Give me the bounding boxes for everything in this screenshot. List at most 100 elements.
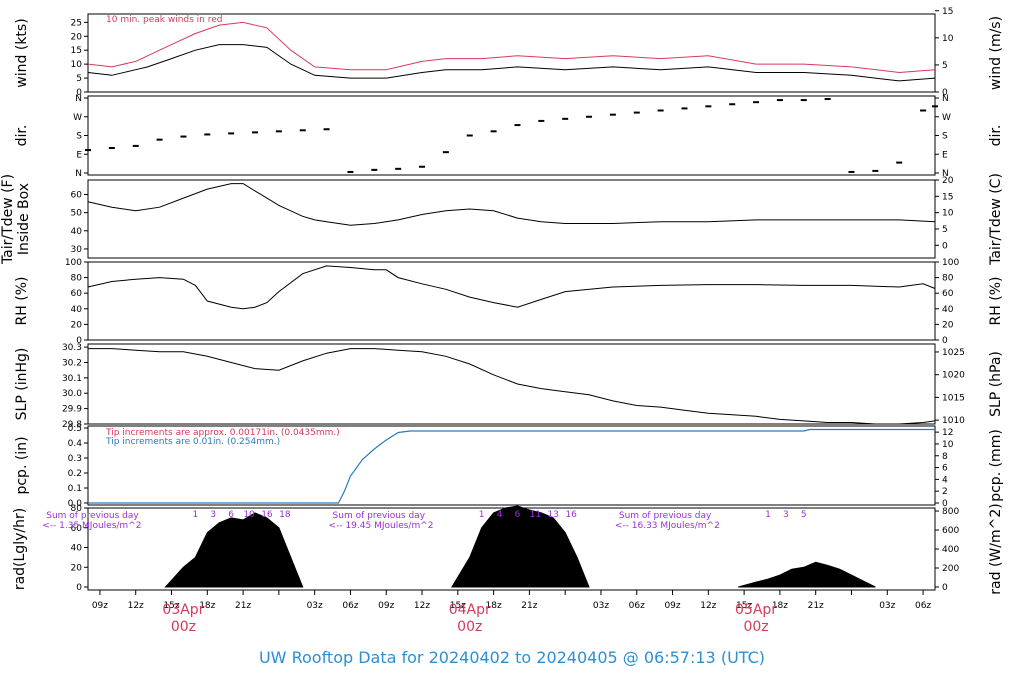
wind-left-tick-label: 20 (71, 32, 83, 42)
dir-point (108, 147, 115, 149)
rad-hour-mark: 16 (261, 510, 273, 520)
rad-hour-mark: 1 (765, 510, 771, 520)
x-day-label: 03Apr (162, 602, 204, 618)
x-tick-label: 18z (199, 601, 215, 611)
x-tick-label: 12z (128, 601, 144, 611)
dir-point (776, 99, 783, 102)
x-tick-label: 06z (915, 601, 931, 611)
rh-left-tick-label: 60 (71, 289, 83, 299)
slp-series (88, 348, 936, 425)
x-day-hour: 00z (743, 619, 768, 635)
dir-point (848, 170, 855, 173)
dir-point (466, 134, 473, 137)
pcp-left-tick-label: 0.1 (68, 484, 82, 494)
temp-right-tick-label: 0 (942, 241, 948, 251)
footer-title: UW Rooftop Data for 20240402 to 20240405… (258, 648, 766, 667)
x-day-hour: 00z (171, 619, 196, 635)
slp-left-tick-label: 30.0 (62, 389, 82, 399)
dir-point (323, 128, 330, 131)
x-tick-label: 06z (629, 601, 645, 611)
rh-panel-frame (87, 261, 936, 341)
wind-ylabel-right: wind (m/s) (988, 16, 1004, 90)
rad-hour-mark: 4 (497, 510, 503, 520)
rh-left-tick-label: 40 (71, 305, 83, 315)
dir-point (395, 167, 402, 170)
rad-right-tick-label: 400 (942, 545, 959, 555)
dir-point (824, 98, 831, 101)
dir-point (872, 169, 879, 172)
dir-point (800, 99, 807, 102)
wind-annotation: 10 min. peak winds in red (106, 15, 223, 25)
rad-hour-mark: 3 (210, 510, 216, 520)
wind-peak-series (87, 21, 936, 74)
temp-right-tick-label: 5 (942, 225, 948, 235)
dir-point (586, 115, 593, 118)
rh-left-tick-label: 0 (76, 336, 82, 346)
dir-left-tick-label: W (73, 113, 82, 123)
x-day-label: 04Apr (449, 602, 491, 618)
dir-point (633, 111, 640, 114)
slp-right-tick-label: 1020 (942, 371, 965, 381)
dir-point (275, 130, 282, 133)
dir-point (657, 109, 664, 112)
temp-right-tick-label: 15 (942, 192, 953, 202)
rh-left-tick-label: 100 (65, 258, 82, 268)
dir-point (729, 103, 736, 106)
pcp-annotation-approx: Tip increments are approx. 0.00171in. (0… (105, 428, 340, 438)
rh-right-tick-label: 60 (942, 289, 954, 299)
pcp-right-tick-label: 12 (942, 428, 953, 438)
dir-point (538, 119, 545, 122)
dir-point (562, 117, 569, 120)
rad-day-2-area (451, 505, 590, 588)
x-tick-label: 09z (92, 601, 108, 611)
rad-left-tick-label: 40 (71, 544, 83, 554)
wind-ylabel-left: wind (kts) (14, 18, 30, 87)
slp-ylabel-right: SLP (hPa) (988, 351, 1004, 417)
dir-right-tick-label: N (942, 169, 949, 179)
x-tick-label: 09z (378, 601, 394, 611)
rad-sum-value: <-- 1.35 MJoules/m^2 (42, 521, 141, 531)
wind-right-tick-label: 0 (942, 88, 948, 98)
wind-right-tick-label: 10 (942, 34, 954, 44)
temp-right-tick-label: 10 (942, 209, 954, 219)
pcp-left-tick-label: 0.3 (68, 454, 82, 464)
x-tick-label: 21z (521, 601, 537, 611)
pcp-left-tick-label: 0.0 (68, 499, 83, 509)
slp-ylabel-left: SLP (inHg) (14, 348, 30, 421)
dir-point (156, 138, 163, 141)
rad-hour-mark: 11 (530, 510, 541, 520)
temp-right-tick-label: 20 (942, 176, 954, 186)
temp-ylabel-left: Inside Box (16, 183, 32, 255)
dir-point (204, 133, 211, 136)
rad-day-1-area (164, 512, 304, 588)
x-tick-label: 15z (450, 601, 466, 611)
pcp-right-tick-label: 4 (942, 475, 948, 485)
x-tick-label: 03z (879, 601, 895, 611)
dir-point (85, 149, 91, 152)
x-tick-label: 21z (235, 601, 251, 611)
x-tick-label: 21z (808, 601, 824, 611)
dir-point (932, 105, 938, 108)
dir-left-tick-label: E (76, 150, 82, 160)
dir-point (132, 144, 139, 147)
pcp-left-tick-label: 0.5 (68, 424, 82, 434)
dir-point (228, 132, 235, 135)
pcp-right-tick-label: 2 (942, 487, 948, 497)
wind-left-tick-label: 5 (76, 74, 82, 84)
x-tick-label: 18z (772, 601, 788, 611)
rh-right-tick-label: 20 (942, 320, 954, 330)
rh-ylabel-left: RH (%) (14, 277, 30, 326)
rad-hour-mark: 18 (279, 510, 291, 520)
dir-point (753, 101, 760, 104)
temp-left-tick-label: 60 (71, 191, 83, 201)
pcp-panel-frame (87, 425, 936, 506)
dir-point (896, 161, 903, 164)
rad-hour-mark: 10 (243, 510, 255, 520)
rad-day-3-area (738, 561, 876, 588)
pcp-annotation-tip: Tip increments are 0.01in. (0.254mm.) (105, 437, 280, 447)
x-day-label: 05Apr (735, 602, 777, 618)
rad-sum-value: <-- 19.45 MJoules/m^2 (329, 521, 434, 531)
dir-panel-frame (87, 95, 936, 176)
dir-point (705, 105, 712, 108)
